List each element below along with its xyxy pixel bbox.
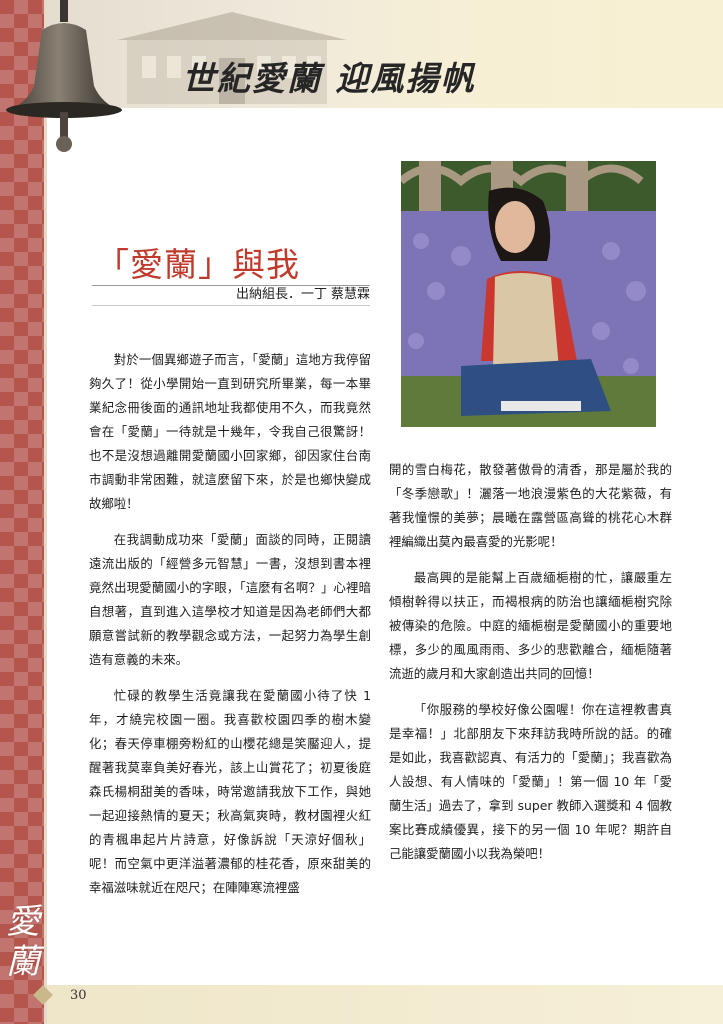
- page-number: 30: [70, 988, 87, 1003]
- paragraph: 「你服務的學校好像公園喔！你在這裡教書真是幸福！」北部朋友下來拜訪我時所說的話。…: [389, 702, 672, 861]
- bell-icon: [6, 0, 122, 152]
- paragraph: 對於一個異鄉遊子而言，「愛蘭」這地方我停留夠久了！從小學開始一直到研究所畢業，每…: [89, 352, 371, 511]
- left-decorative-strip: [0, 0, 44, 1024]
- title-rule: [92, 285, 370, 286]
- byline: 出納組長．一丁 蔡慧霖: [232, 285, 370, 305]
- paragraph: 在我調動成功來「愛蘭」面談的同時，正閱讀遠流出版的「經營多元智慧」一書，沒想到書…: [89, 532, 371, 667]
- article-title: 「愛蘭」與我: [96, 245, 300, 284]
- paragraph: 開的雪白梅花，散發著傲骨的清香，那是屬於我的「冬季戀歌」！灑落一地浪漫紫色的大花…: [389, 462, 672, 549]
- byline-role: 出納組長．一丁: [235, 287, 327, 302]
- byline-name: 蔡慧霖: [330, 287, 370, 302]
- left-column: 對於一個異鄉遊子而言，「愛蘭」這地方我停留夠久了！從小學開始一直到研究所畢業，每…: [89, 348, 371, 912]
- footer-bar: [47, 985, 723, 1024]
- corner-calligraphy: 愛蘭: [6, 902, 40, 982]
- paragraph: 最高興的是能幫上百歲緬梔樹的忙，讓嚴重左傾樹幹得以扶正，而褐根病的防治也讓緬梔樹…: [389, 570, 672, 681]
- byline-rule: [92, 305, 370, 306]
- building-illustration: [117, 12, 347, 104]
- strip-edge: [44, 0, 47, 1024]
- author-photo: [401, 161, 656, 427]
- right-column: 開的雪白梅花，散發著傲骨的清香，那是屬於我的「冬季戀歌」！灑落一地浪漫紫色的大花…: [389, 458, 672, 878]
- page-header: 世紀愛蘭 迎風揚帆: [47, 0, 723, 108]
- header-title: 世紀愛蘭 迎風揚帆: [182, 59, 476, 98]
- paragraph: 忙碌的教學生活竟讓我在愛蘭國小待了快 1 年，才繞完校園一圈。我喜歡校園四季的樹…: [89, 688, 371, 895]
